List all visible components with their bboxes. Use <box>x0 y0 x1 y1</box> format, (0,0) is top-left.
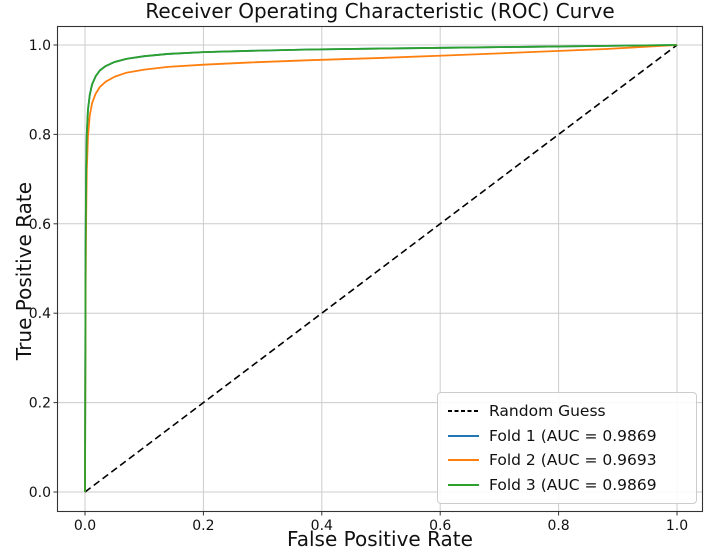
x-tick-label: 1.0 <box>666 518 688 534</box>
y-axis-label: True Positive Rate <box>12 181 36 361</box>
y-tick-label: 0.4 <box>29 306 51 322</box>
legend: Random Guess Fold 1 (AUC = 0.9869 Fold 2… <box>437 392 697 504</box>
x-tick-label: 0.8 <box>547 518 569 534</box>
legend-item-random-guess: Random Guess <box>448 399 688 424</box>
blue-line-swatch-icon <box>448 434 479 437</box>
series-line-3 <box>84 44 678 493</box>
y-tick-label: 0.8 <box>29 127 51 143</box>
chart-title: Receiver Operating Characteristic (ROC) … <box>145 0 615 23</box>
y-tick-label: 1.0 <box>29 38 51 54</box>
legend-item-fold-1: Fold 1 (AUC = 0.9869 <box>448 424 688 449</box>
x-axis-label: False Positive Rate <box>287 527 473 551</box>
x-tick-label: 0.2 <box>192 518 214 534</box>
x-tick-label: 0.4 <box>311 518 333 534</box>
orange-line-swatch-icon <box>448 459 479 462</box>
data-series <box>84 44 678 493</box>
series-line-0 <box>84 44 678 493</box>
y-tick-label: 0.6 <box>29 217 51 233</box>
legend-item-fold-2: Fold 2 (AUC = 0.9693 <box>448 448 688 473</box>
series-line-2 <box>84 44 678 493</box>
x-tick-label: 0.6 <box>429 518 451 534</box>
legend-label: Random Guess <box>489 402 606 421</box>
y-tick-label: 0.2 <box>29 396 51 412</box>
legend-item-fold-3: Fold 3 (AUC = 0.9869 <box>448 473 688 498</box>
legend-label: Fold 1 (AUC = 0.9869 <box>489 426 657 445</box>
axes-spines <box>56 25 704 513</box>
green-line-swatch-icon <box>448 483 479 486</box>
y-tick-label: 0.0 <box>29 485 51 501</box>
gridlines <box>57 26 703 512</box>
tick-labels: 0.0 0.2 0.4 0.6 0.8 1.0 0.0 0.2 0.4 0.6 0.8 1.0 <box>29 38 688 534</box>
legend-label: Fold 2 (AUC = 0.9693 <box>489 451 657 470</box>
legend-label: Fold 3 (AUC = 0.9869 <box>489 475 657 494</box>
dashed-line-swatch-icon <box>448 410 479 413</box>
tick-marks <box>53 44 678 516</box>
x-tick-label: 0.0 <box>74 518 96 534</box>
